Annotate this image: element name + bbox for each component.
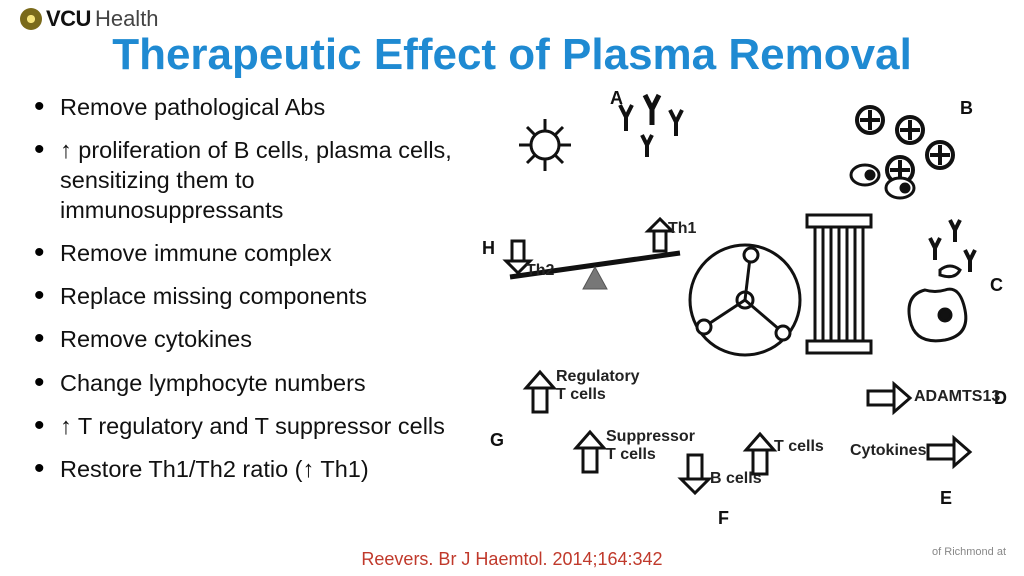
vcu-seal-icon — [20, 8, 42, 30]
bullet-item: ↑ proliferation of B cells, plasma cells… — [34, 135, 464, 225]
bullet-item: Replace missing components — [34, 281, 464, 311]
bullet-list: Remove pathological Abs ↑ proliferation … — [34, 92, 464, 497]
region-label-g: G — [490, 430, 504, 451]
region-label-h: H — [482, 238, 495, 259]
region-label-e: E — [940, 488, 952, 509]
region-label-c: C — [990, 275, 1003, 296]
bullet-item: Remove cytokines — [34, 324, 464, 354]
diagram-svg — [470, 90, 1010, 530]
logo-health-text: Health — [95, 6, 159, 32]
region-label-a: A — [610, 88, 623, 109]
region-label-f: F — [718, 508, 729, 529]
footer-logo-fragment: of Richmond at — [932, 546, 1006, 558]
bullet-item: Remove immune complex — [34, 238, 464, 268]
label-bcells: B cells — [710, 470, 762, 488]
bullet-item: Restore Th1/Th2 ratio (↑ Th1) — [34, 454, 464, 484]
logo-vcu-text: VCU — [46, 6, 91, 32]
bullet-item: Remove pathological Abs — [34, 92, 464, 122]
bullet-item: ↑ T regulatory and T suppressor cells — [34, 411, 464, 441]
slide-title: Therapeutic Effect of Plasma Removal — [0, 30, 1024, 80]
label-cytokines: Cytokines — [850, 442, 926, 460]
bullet-item: Change lymphocyte numbers — [34, 368, 464, 398]
label-regulatory: Regulatory T cells — [556, 368, 640, 403]
citation-text: Reevers. Br J Haemtol. 2014;164:342 — [0, 549, 1024, 570]
region-label-b: B — [960, 98, 973, 119]
label-th2: Th2 — [526, 262, 554, 280]
org-logo: VCU Health — [20, 6, 159, 32]
label-tcells: T cells — [774, 438, 824, 456]
label-adamts13: ADAMTS13 — [914, 388, 1000, 406]
label-th1: Th1 — [668, 220, 696, 238]
label-suppressor: Suppressor T cells — [606, 428, 695, 463]
mechanism-diagram: A B C D E F G H Th1 Th2 Regulatory T cel… — [470, 90, 1010, 530]
